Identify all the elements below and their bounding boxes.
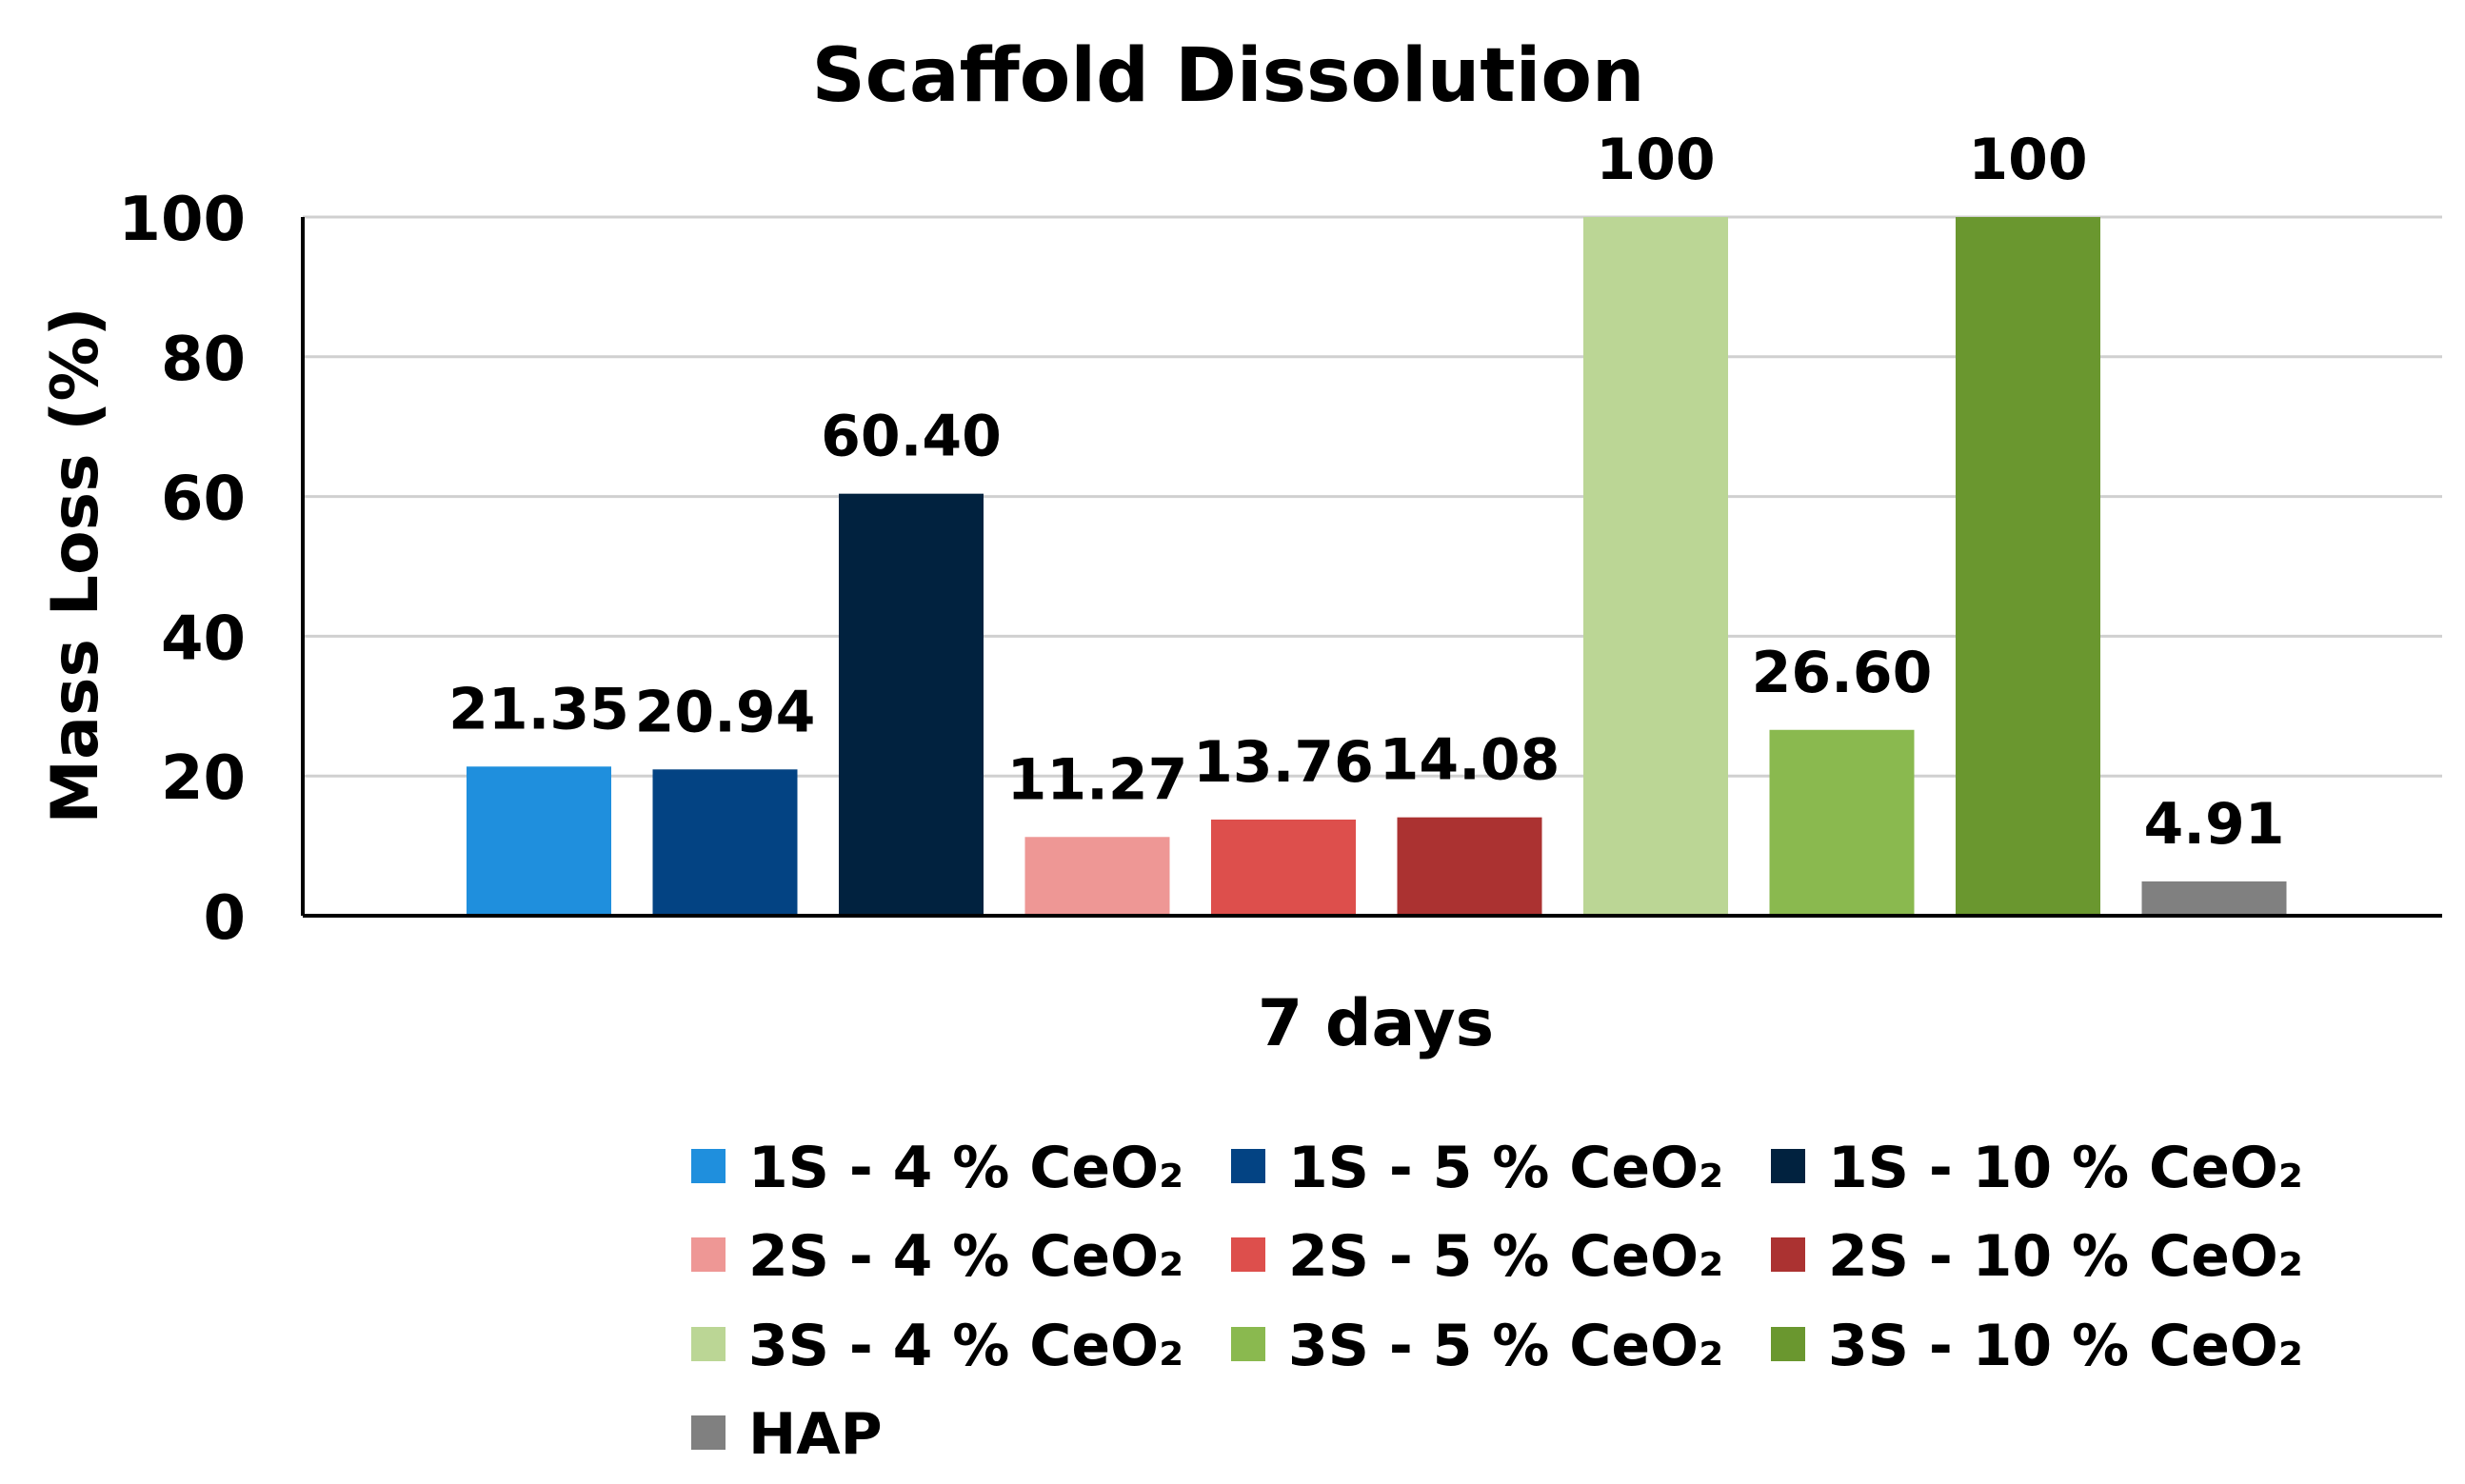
legend-swatch — [1231, 1149, 1265, 1183]
bar — [1397, 817, 1542, 916]
data-label: 11.27 — [1007, 746, 1188, 813]
y-axis-title: Mass Loss (%) — [38, 307, 113, 823]
bar — [1583, 217, 1728, 916]
legend-label: 3S - 5 % CeO₂ — [1288, 1313, 1723, 1379]
legend-swatch — [691, 1327, 726, 1361]
legend-label: HAP — [748, 1401, 883, 1468]
legend-label: 1S - 5 % CeO₂ — [1288, 1135, 1723, 1201]
y-tick-label: 60 — [161, 465, 246, 535]
y-tick-label: 20 — [161, 743, 246, 814]
legend-swatch — [691, 1415, 726, 1450]
legend-swatch — [691, 1149, 726, 1183]
y-tick-label: 0 — [203, 883, 246, 954]
bar — [1024, 837, 1170, 916]
legend-label: 2S - 10 % CeO₂ — [1828, 1223, 2303, 1290]
legend-swatch — [1771, 1237, 1805, 1272]
legend-label: 3S - 4 % CeO₂ — [748, 1313, 1183, 1379]
data-label: 26.60 — [1752, 640, 1933, 706]
legend-swatch — [1771, 1327, 1805, 1361]
data-label: 100 — [1596, 127, 1715, 193]
y-tick-label: 40 — [161, 603, 246, 674]
data-label: 14.08 — [1380, 727, 1561, 794]
bar — [1769, 729, 1915, 916]
x-axis-title: 7 days — [1258, 986, 1494, 1061]
data-label: 20.94 — [635, 679, 816, 745]
legend-label: 3S - 10 % CeO₂ — [1828, 1313, 2303, 1379]
legend-swatch — [1771, 1149, 1805, 1183]
data-labels: 21.35 20.94 60.40 11.27 13.76 14.08 100 26.60 10… — [448, 127, 2284, 858]
bar — [1956, 217, 2100, 916]
y-tick-label: 80 — [161, 325, 246, 395]
legend-swatch — [1231, 1237, 1265, 1272]
y-tick-label: 100 — [118, 185, 246, 255]
legend-label: 1S - 4 % CeO₂ — [748, 1135, 1183, 1201]
bar — [652, 769, 798, 916]
bar — [1211, 820, 1356, 916]
legend-label: 2S - 4 % CeO₂ — [748, 1223, 1183, 1290]
data-label: 4.91 — [2143, 791, 2284, 858]
bar — [2141, 881, 2287, 916]
data-label: 13.76 — [1193, 729, 1374, 796]
bars — [467, 217, 2287, 916]
legend-swatch — [691, 1237, 726, 1272]
data-label: 100 — [1968, 127, 2087, 193]
legend: 1S - 4 % CeO₂ 1S - 5 % CeO₂ 1S - 10 % CeO₂… — [691, 1135, 2303, 1468]
data-label: 21.35 — [448, 676, 629, 742]
chart-title: Scaffold Dissolution — [812, 33, 1645, 119]
data-label: 60.40 — [821, 404, 1002, 470]
legend-swatch — [1231, 1327, 1265, 1361]
legend-label: 1S - 10 % CeO₂ — [1828, 1135, 2303, 1201]
legend-label: 2S - 5 % CeO₂ — [1288, 1223, 1723, 1290]
axes: 0 20 40 60 80 100 — [118, 185, 2442, 954]
bar — [467, 766, 611, 916]
bar — [839, 493, 984, 916]
